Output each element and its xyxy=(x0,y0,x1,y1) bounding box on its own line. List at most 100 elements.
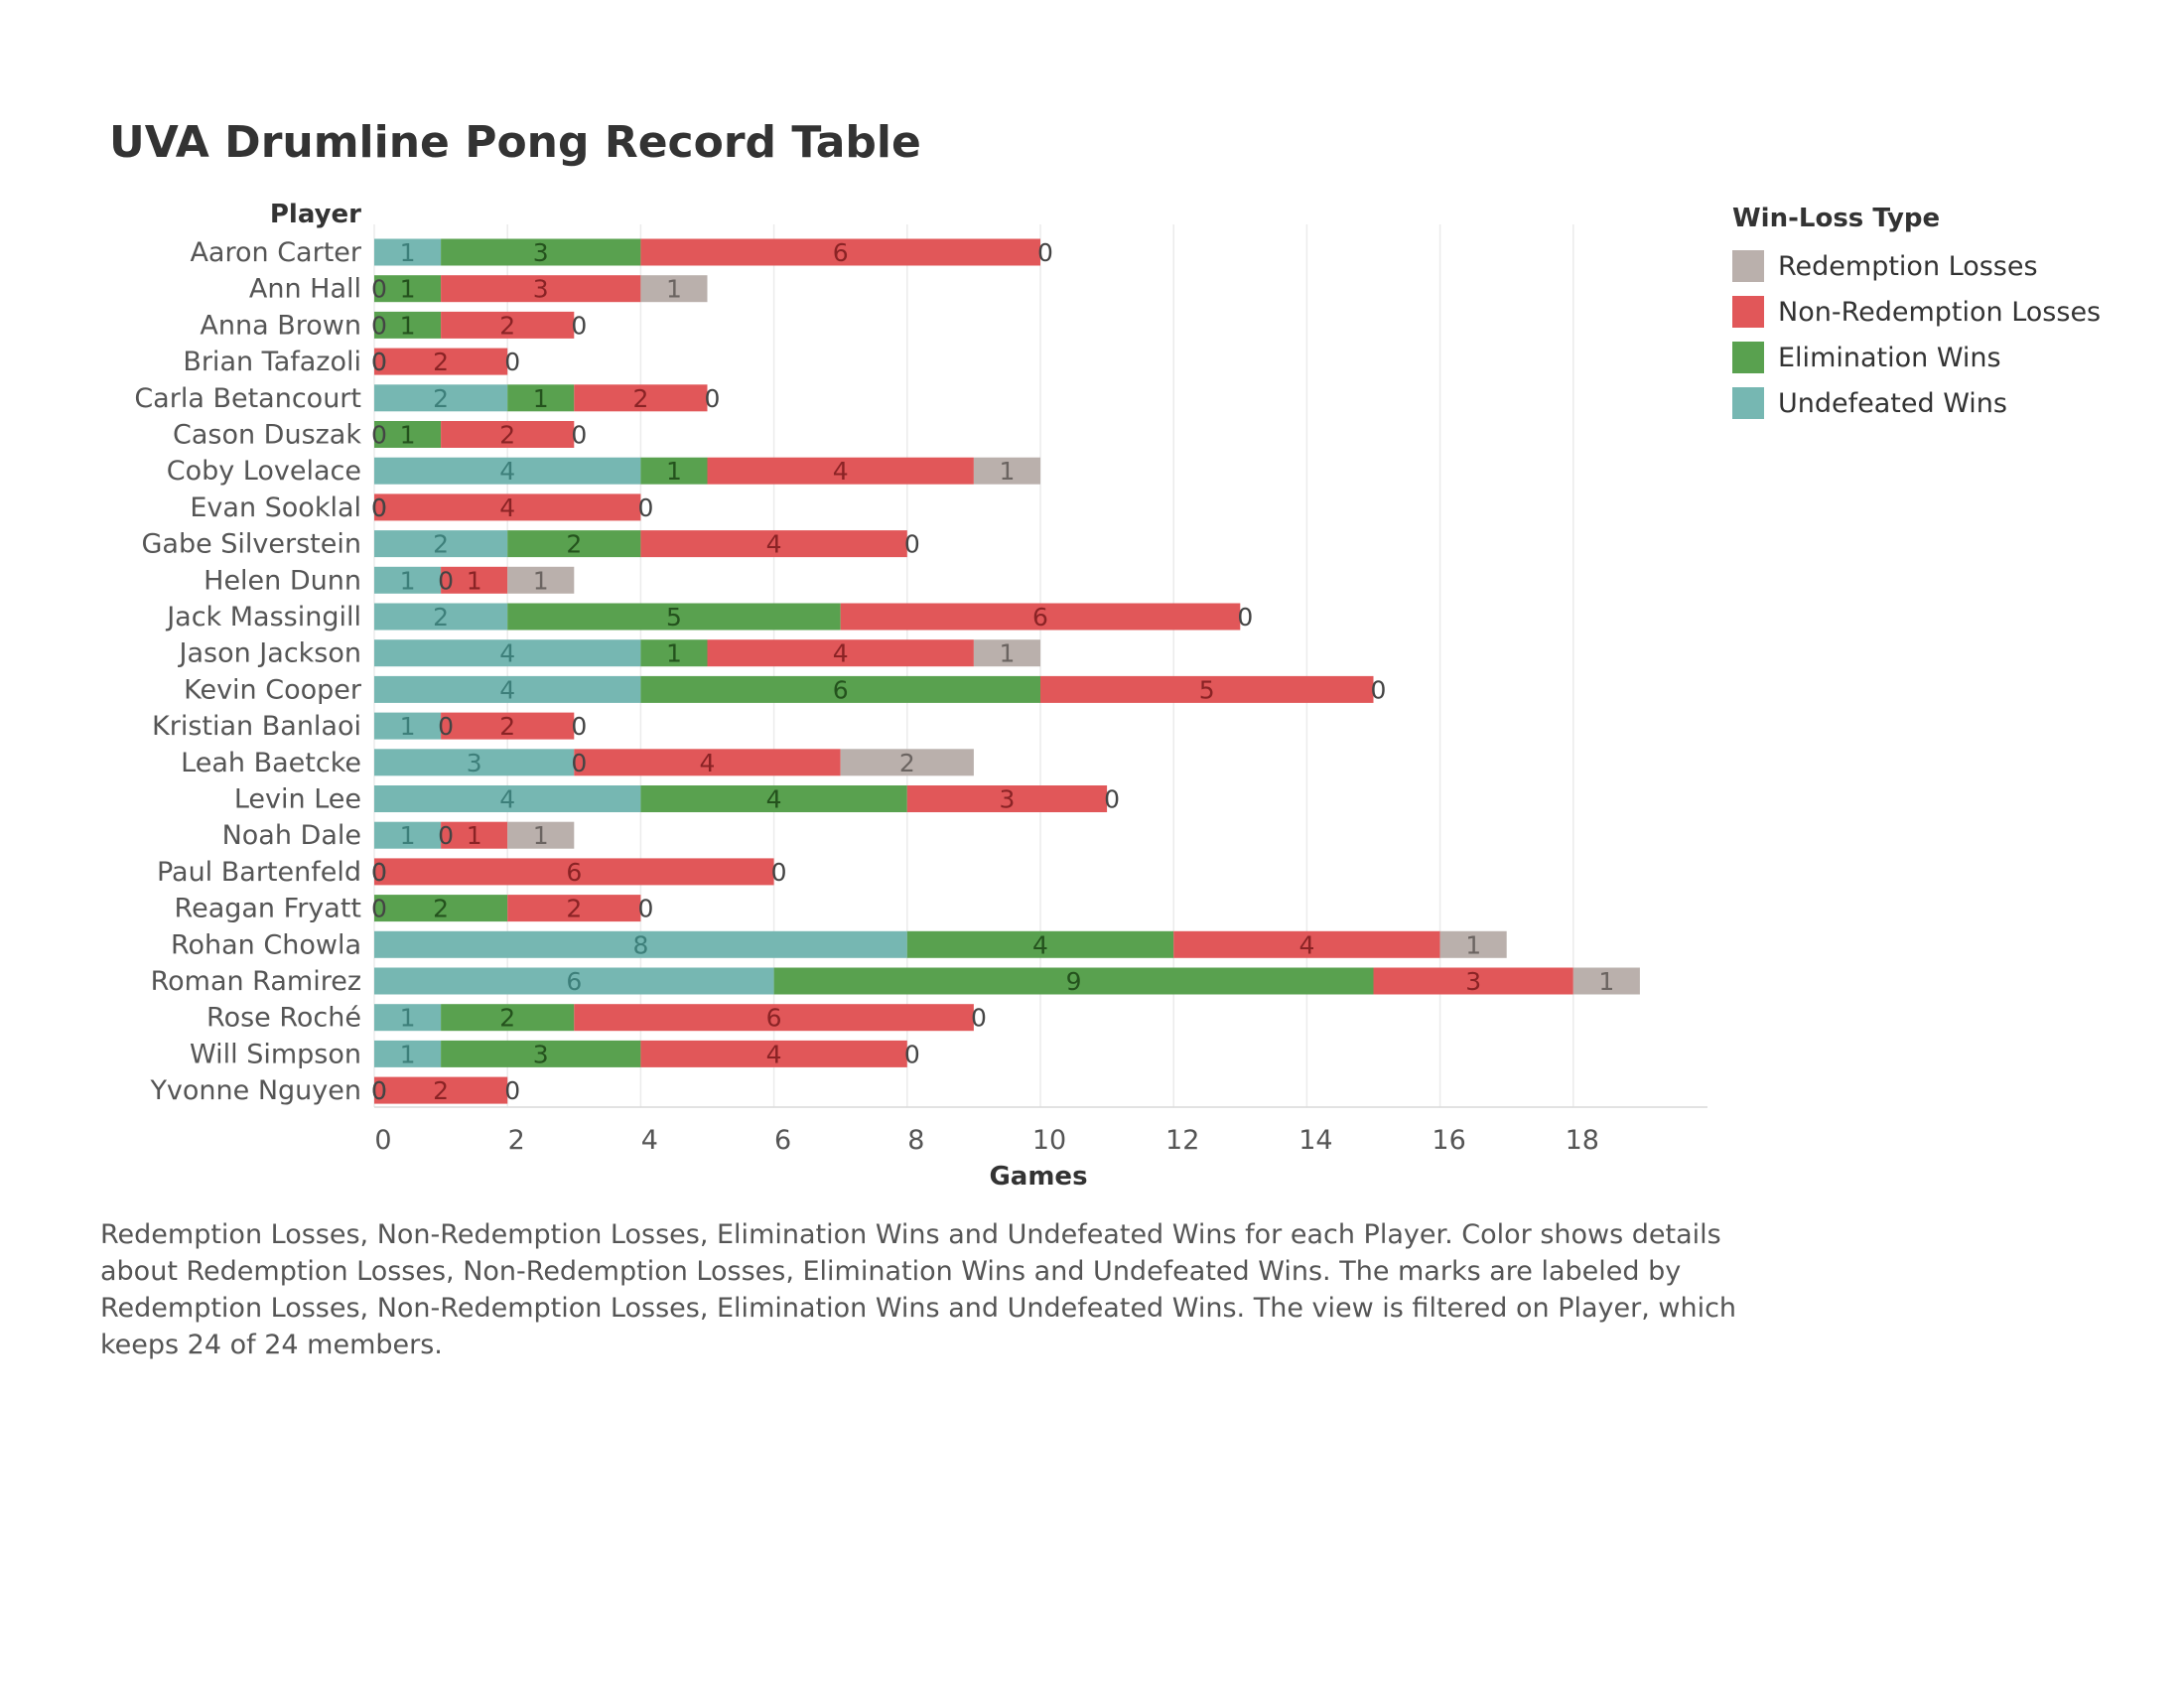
bar-ann-hall-elimination-wins xyxy=(374,275,442,303)
bar-kevin-cooper-non-redemption-losses xyxy=(1040,675,1374,703)
data-label-roman-ramirez-undefeated-wins: 6 xyxy=(566,967,582,996)
data-label-rose-roche-redemption-losses: 0 xyxy=(971,1004,987,1033)
bar-coby-lovelace-redemption-losses xyxy=(973,457,1040,485)
bar-kristian-banlaoi-non-redemption-losses xyxy=(441,712,575,740)
data-label-cason-duszak-undefeated-wins: 0 xyxy=(371,421,387,450)
data-label-kristian-banlaoi-redemption-losses: 0 xyxy=(571,712,587,741)
data-label-rohan-chowla-elimination-wins: 4 xyxy=(1032,930,1048,959)
data-label-jack-massingill-undefeated-wins: 2 xyxy=(433,603,449,632)
y-tick-label-levin-lee: Levin Lee xyxy=(234,784,361,815)
data-label-cason-duszak-non-redemption-losses: 2 xyxy=(499,421,515,450)
data-label-gabe-silverstein-elimination-wins: 2 xyxy=(566,530,582,559)
data-label-jack-massingill-redemption-losses: 0 xyxy=(1237,603,1253,632)
data-label-paul-bartenfeld-undefeated-wins: 0 xyxy=(371,858,387,887)
bar-roman-ramirez-undefeated-wins xyxy=(374,967,774,995)
y-tick-label-kevin-cooper: Kevin Cooper xyxy=(184,674,362,705)
bar-jack-massingill-non-redemption-losses xyxy=(840,603,1241,631)
data-label-anna-brown-undefeated-wins: 0 xyxy=(371,311,387,340)
data-label-brian-tafazoli-elimination-wins: 0 xyxy=(371,348,387,376)
y-tick-label-paul-bartenfeld: Paul Bartenfeld xyxy=(157,857,361,888)
data-label-jason-jackson-elimination-wins: 1 xyxy=(666,639,682,668)
legend-title: Win-Loss Type xyxy=(1732,204,1941,233)
data-label-levin-lee-undefeated-wins: 4 xyxy=(499,785,515,814)
data-label-carla-betancourt-non-redemption-losses: 2 xyxy=(632,384,648,413)
data-label-levin-lee-redemption-losses: 0 xyxy=(1104,785,1120,814)
legend-items: Redemption Losses Non-Redemption Losses El… xyxy=(1732,243,2169,426)
y-axis-title: Player xyxy=(270,200,361,229)
y-tick-label-yvonne-nguyen: Yvonne Nguyen xyxy=(149,1075,361,1106)
data-label-jason-jackson-non-redemption-losses: 4 xyxy=(833,639,849,668)
data-label-aaron-carter-undefeated-wins: 1 xyxy=(400,238,416,267)
bar-jack-massingill-elimination-wins xyxy=(507,603,841,631)
y-tick-label-kristian-banlaoi: Kristian Banlaoi xyxy=(152,711,361,742)
legend-item-redemption-losses[interactable]: Redemption Losses xyxy=(1732,243,2169,289)
bar-will-simpson-non-redemption-losses xyxy=(640,1040,907,1067)
bar-ann-hall-redemption-losses xyxy=(640,275,708,303)
data-label-jack-massingill-non-redemption-losses: 6 xyxy=(1032,603,1048,632)
bar-yvonne-nguyen-non-redemption-losses xyxy=(374,1076,508,1104)
y-tick-label-rohan-chowla: Rohan Chowla xyxy=(171,929,361,960)
bar-levin-lee-undefeated-wins xyxy=(374,785,641,812)
data-label-evan-sooklal-non-redemption-losses: 4 xyxy=(499,493,515,522)
bar-will-simpson-elimination-wins xyxy=(441,1040,641,1067)
bar-jason-jackson-undefeated-wins xyxy=(374,639,641,667)
bar-gabe-silverstein-elimination-wins xyxy=(507,530,641,558)
y-tick-label-gabe-silverstein: Gabe Silverstein xyxy=(141,529,361,560)
y-tick-label-rose-roche: Rose Roché xyxy=(206,1003,361,1034)
data-label-coby-lovelace-elimination-wins: 1 xyxy=(666,457,682,486)
data-label-noah-dale-undefeated-wins: 1 xyxy=(400,821,416,850)
chart-title: UVA Drumline Pong Record Table xyxy=(109,117,921,168)
data-label-roman-ramirez-redemption-losses: 1 xyxy=(1598,967,1614,996)
data-label-anna-brown-non-redemption-losses: 2 xyxy=(499,311,515,340)
data-label-kevin-cooper-elimination-wins: 6 xyxy=(833,675,849,704)
data-label-reagan-fryatt-non-redemption-losses: 2 xyxy=(566,895,582,923)
y-tick-label-ann-hall: Ann Hall xyxy=(249,274,361,305)
chart-caption: Redemption Losses, Non-Redemption Losses… xyxy=(100,1219,1737,1360)
data-label-evan-sooklal-undefeated-wins: 0 xyxy=(371,493,387,522)
legend-item-undefeated-wins[interactable]: Undefeated Wins xyxy=(1732,380,2169,426)
data-label-evan-sooklal-elimination-wins: 0 xyxy=(371,493,387,522)
data-label-jason-jackson-redemption-losses: 1 xyxy=(999,639,1015,668)
bar-paul-bartenfeld-non-redemption-losses xyxy=(374,858,774,886)
bars xyxy=(374,238,1640,1104)
y-tick-label-jack-massingill: Jack Massingill xyxy=(165,602,361,633)
y-tick-label-reagan-fryatt: Reagan Fryatt xyxy=(175,894,361,924)
legend-label: Redemption Losses xyxy=(1778,250,2038,282)
bar-cason-duszak-non-redemption-losses xyxy=(441,421,575,448)
bar-gabe-silverstein-undefeated-wins xyxy=(374,530,508,558)
legend-label: Non-Redemption Losses xyxy=(1778,296,2102,328)
data-label-jack-massingill-elimination-wins: 5 xyxy=(666,603,682,632)
x-axis-title: Games xyxy=(989,1162,1087,1192)
data-label-brian-tafazoli-undefeated-wins: 0 xyxy=(371,348,387,376)
bar-kevin-cooper-elimination-wins xyxy=(640,675,1040,703)
data-label-anna-brown-elimination-wins: 1 xyxy=(400,311,416,340)
bar-noah-dale-redemption-losses xyxy=(507,821,575,849)
data-label-jason-jackson-undefeated-wins: 4 xyxy=(499,639,515,668)
data-label-noah-dale-redemption-losses: 1 xyxy=(533,821,549,850)
legend-swatch xyxy=(1732,296,1764,328)
y-tick-label-cason-duszak: Cason Duszak xyxy=(173,420,361,451)
data-label-ann-hall-undefeated-wins: 0 xyxy=(371,275,387,304)
bar-rose-roche-non-redemption-losses xyxy=(574,1004,974,1032)
bar-evan-sooklal-non-redemption-losses xyxy=(374,493,641,521)
bar-levin-lee-elimination-wins xyxy=(640,785,907,812)
x-tick-label: 0 xyxy=(374,1125,391,1156)
legend-item-non-redemption-losses[interactable]: Non-Redemption Losses xyxy=(1732,289,2169,335)
legend-item-elimination-wins[interactable]: Elimination Wins xyxy=(1732,335,2169,380)
bar-coby-lovelace-non-redemption-losses xyxy=(707,457,974,485)
data-label-anna-brown-redemption-losses: 0 xyxy=(571,311,587,340)
data-label-rohan-chowla-undefeated-wins: 8 xyxy=(632,930,648,959)
data-label-paul-bartenfeld-non-redemption-losses: 6 xyxy=(566,858,582,887)
x-tick-label: 18 xyxy=(1566,1125,1599,1156)
data-label-helen-dunn-non-redemption-losses: 1 xyxy=(467,566,482,595)
legend-label: Undefeated Wins xyxy=(1778,387,2007,419)
y-tick-label-carla-betancourt: Carla Betancourt xyxy=(134,383,361,414)
y-tick-label-helen-dunn: Helen Dunn xyxy=(204,565,361,596)
bar-rohan-chowla-elimination-wins xyxy=(906,930,1174,958)
data-label-noah-dale-non-redemption-losses: 1 xyxy=(467,821,482,850)
y-tick-label-evan-sooklal: Evan Sooklal xyxy=(190,492,361,523)
x-tick-label: 8 xyxy=(907,1125,924,1156)
data-label-cason-duszak-redemption-losses: 0 xyxy=(571,421,587,450)
bar-jack-massingill-undefeated-wins xyxy=(374,603,508,631)
data-labels: 1 3 6 00 1 3 10 1 2 000 2 02 1 2 00 1 2 04 1 4 100 4 02 2 4 01 0 1 1… xyxy=(371,238,1614,1105)
